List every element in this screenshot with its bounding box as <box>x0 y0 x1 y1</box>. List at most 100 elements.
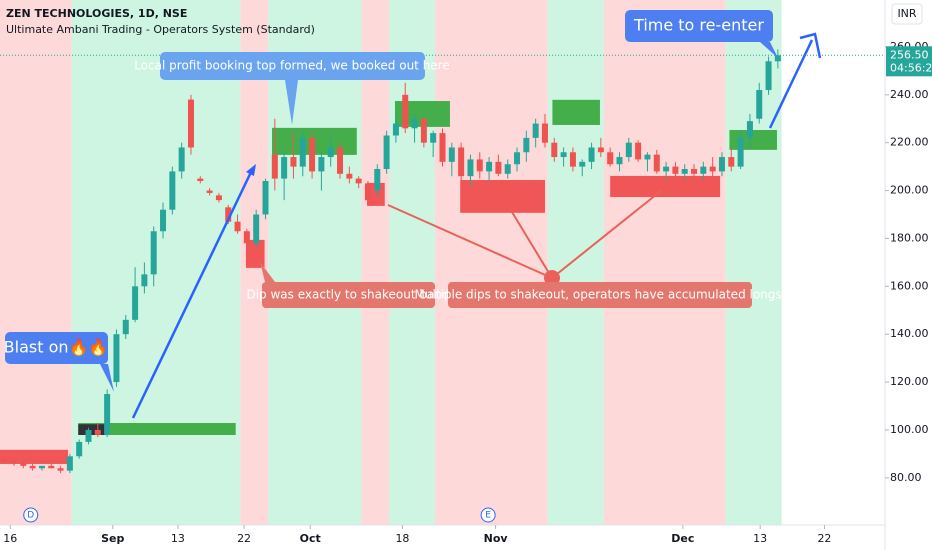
candle-body <box>523 137 530 153</box>
candle-body <box>346 173 353 179</box>
candle-body <box>560 152 567 158</box>
candle-body <box>504 164 511 174</box>
candle-body <box>197 178 204 181</box>
candle-body <box>215 195 222 201</box>
event-marker <box>23 507 39 523</box>
candle-body <box>644 154 651 160</box>
candle-body <box>290 157 297 167</box>
callout-pointer <box>285 80 298 125</box>
candle-body <box>597 147 604 153</box>
candle-body <box>150 231 157 275</box>
countdown: 04:56:29 <box>890 61 932 74</box>
candle-body <box>569 152 576 167</box>
candle-body <box>709 166 716 172</box>
price-box <box>729 129 777 150</box>
price-tag-label: 256.50 <box>890 48 929 61</box>
arrow <box>131 169 254 419</box>
candle-body <box>653 154 660 172</box>
y-tick-label: 160.00 <box>890 279 929 292</box>
candle-body <box>663 166 670 172</box>
callout-pointer <box>760 42 778 58</box>
candle-body <box>318 157 325 172</box>
chart-title: ZEN TECHNOLOGIES, 1D, NSE <box>6 7 187 20</box>
candle-body <box>635 142 642 160</box>
candle-body <box>160 209 167 232</box>
candle-body <box>681 169 688 174</box>
candle-body <box>439 133 446 162</box>
candle-body <box>467 159 474 177</box>
candle-body <box>281 157 288 179</box>
candle-body <box>374 169 381 191</box>
currency-badge[interactable] <box>891 3 923 25</box>
background-band <box>435 0 548 525</box>
candle-body <box>420 118 427 143</box>
background-band <box>603 0 726 525</box>
candle-body <box>486 161 493 172</box>
candle-body <box>458 147 465 177</box>
x-tick-label: 22 <box>237 532 251 545</box>
candle-body <box>271 154 278 179</box>
callout-text: Time to re-enter <box>633 16 764 35</box>
candle-body <box>309 137 316 172</box>
candle-body <box>448 147 455 162</box>
x-tick-label: 13 <box>753 532 767 545</box>
candle-body <box>57 468 64 471</box>
x-tick-label: Sep <box>101 532 124 545</box>
x-tick-label: 13 <box>171 532 185 545</box>
y-tick-label: 80.00 <box>890 471 922 484</box>
arrow-head <box>799 32 822 59</box>
candle-body <box>718 157 725 172</box>
price-box <box>460 180 545 213</box>
candle-body <box>29 465 36 469</box>
callout-text: Local profit booking top formed, we book… <box>134 59 450 73</box>
x-tick-label: Dec <box>671 532 694 545</box>
price-box <box>0 449 69 464</box>
candle-body <box>262 180 269 215</box>
x-tick-label: 16 <box>3 532 17 545</box>
box-layer <box>0 99 777 464</box>
candle-body <box>337 147 344 174</box>
callout-text: Dip was exactly to shakeout band <box>246 288 449 302</box>
y-tick-label: 140.00 <box>890 327 929 340</box>
candle-body <box>579 161 586 167</box>
callout-box <box>625 10 773 42</box>
candle-body <box>76 441 83 457</box>
candle-body <box>402 94 409 129</box>
candle-body <box>691 169 698 174</box>
candle-body <box>104 394 111 435</box>
callout-box <box>262 282 435 308</box>
candle-body <box>122 319 129 335</box>
x-tick-label: 22 <box>817 532 831 545</box>
y-tick-label: 200.00 <box>890 184 929 197</box>
y-tick-label: 240.00 <box>890 88 929 101</box>
y-tick-label: 120.00 <box>890 375 929 388</box>
price-box <box>610 175 721 198</box>
callout-pointer <box>100 364 114 392</box>
candle-body <box>411 118 418 129</box>
candle-body <box>765 61 772 91</box>
price-box <box>367 182 385 206</box>
callout-box <box>5 332 108 364</box>
chart-subtitle: Ultimate Ambani Trading - Operators Syst… <box>6 23 315 36</box>
candle-body <box>48 465 55 469</box>
candle-body <box>672 166 679 174</box>
candle-body <box>327 147 334 158</box>
price-box <box>78 423 236 435</box>
candle-body <box>178 147 185 172</box>
candle-body <box>532 123 539 138</box>
background-band <box>361 0 390 525</box>
candle-body <box>607 152 614 165</box>
candle-body <box>85 429 92 442</box>
candle-body <box>66 456 73 471</box>
x-tick-label: Nov <box>484 532 509 545</box>
candle-body <box>746 121 753 138</box>
candle-body <box>728 157 735 167</box>
candle-body <box>383 135 390 170</box>
candle-body <box>392 123 399 136</box>
pointer-line <box>387 204 553 279</box>
candle-body <box>225 207 232 222</box>
candle-body <box>514 152 521 165</box>
candle-body <box>206 190 213 193</box>
candle-body <box>234 221 241 232</box>
arrow-head <box>246 164 256 176</box>
